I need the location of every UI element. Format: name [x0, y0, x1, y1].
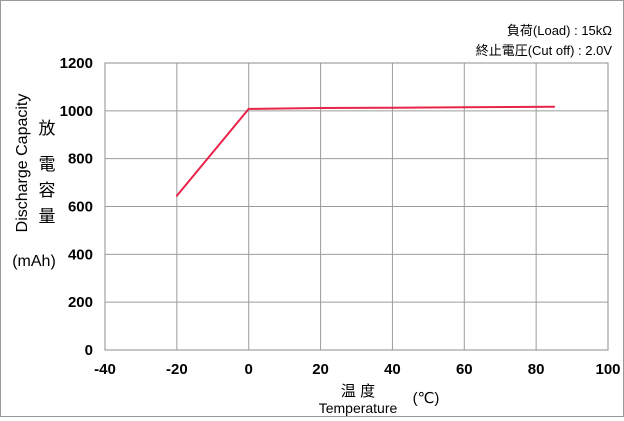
y-axis-label-jp-3: 容	[39, 181, 56, 200]
y-tick-label: 1000	[60, 103, 93, 120]
capacity-data-point	[391, 106, 394, 109]
x-tick-label: 20	[312, 361, 329, 378]
y-axis-label-jp-2: 電	[39, 155, 56, 174]
y-tick-label: 600	[68, 199, 93, 216]
x-tick-label: 0	[245, 361, 253, 378]
x-axis-label-en: Temperature	[319, 400, 398, 416]
cutoff-condition: 終止電圧(Cut off) : 2.0V	[476, 43, 613, 58]
x-tick-label: 40	[384, 361, 401, 378]
x-axis-unit: (℃)	[413, 390, 440, 407]
y-tick-label: 1200	[60, 55, 93, 72]
load-condition: 負荷(Load) : 15kΩ	[507, 23, 612, 38]
y-axis-label-jp-4: 量	[39, 207, 56, 226]
y-tick-label: 800	[68, 151, 93, 168]
capacity-data-point	[319, 106, 322, 109]
capacity-data-point	[175, 194, 178, 197]
capacity-series-line	[176, 105, 555, 197]
x-tick-label: -40	[94, 361, 116, 378]
y-tick-label: 400	[68, 246, 93, 263]
x-tick-label: 80	[528, 361, 545, 378]
y-axis-label-en: Discharge Capacity	[14, 94, 31, 233]
grid-layer	[105, 63, 608, 350]
y-axis-unit: (mAh)	[12, 253, 56, 270]
capacity-data-point	[463, 106, 466, 109]
plot-area	[104, 62, 609, 351]
y-axis-label-jp-1: 放	[39, 119, 56, 138]
series-layer	[175, 105, 556, 197]
capacity-data-point	[247, 107, 250, 110]
x-tick-label: -20	[166, 361, 188, 378]
capacity-data-point	[553, 105, 556, 108]
x-axis-label-jp: 温 度	[341, 383, 375, 400]
x-tick-label: 60	[456, 361, 473, 378]
y-tick-label: 0	[85, 342, 93, 359]
y-tick-label: 200	[68, 294, 93, 311]
x-tick-label: 100	[595, 361, 620, 378]
